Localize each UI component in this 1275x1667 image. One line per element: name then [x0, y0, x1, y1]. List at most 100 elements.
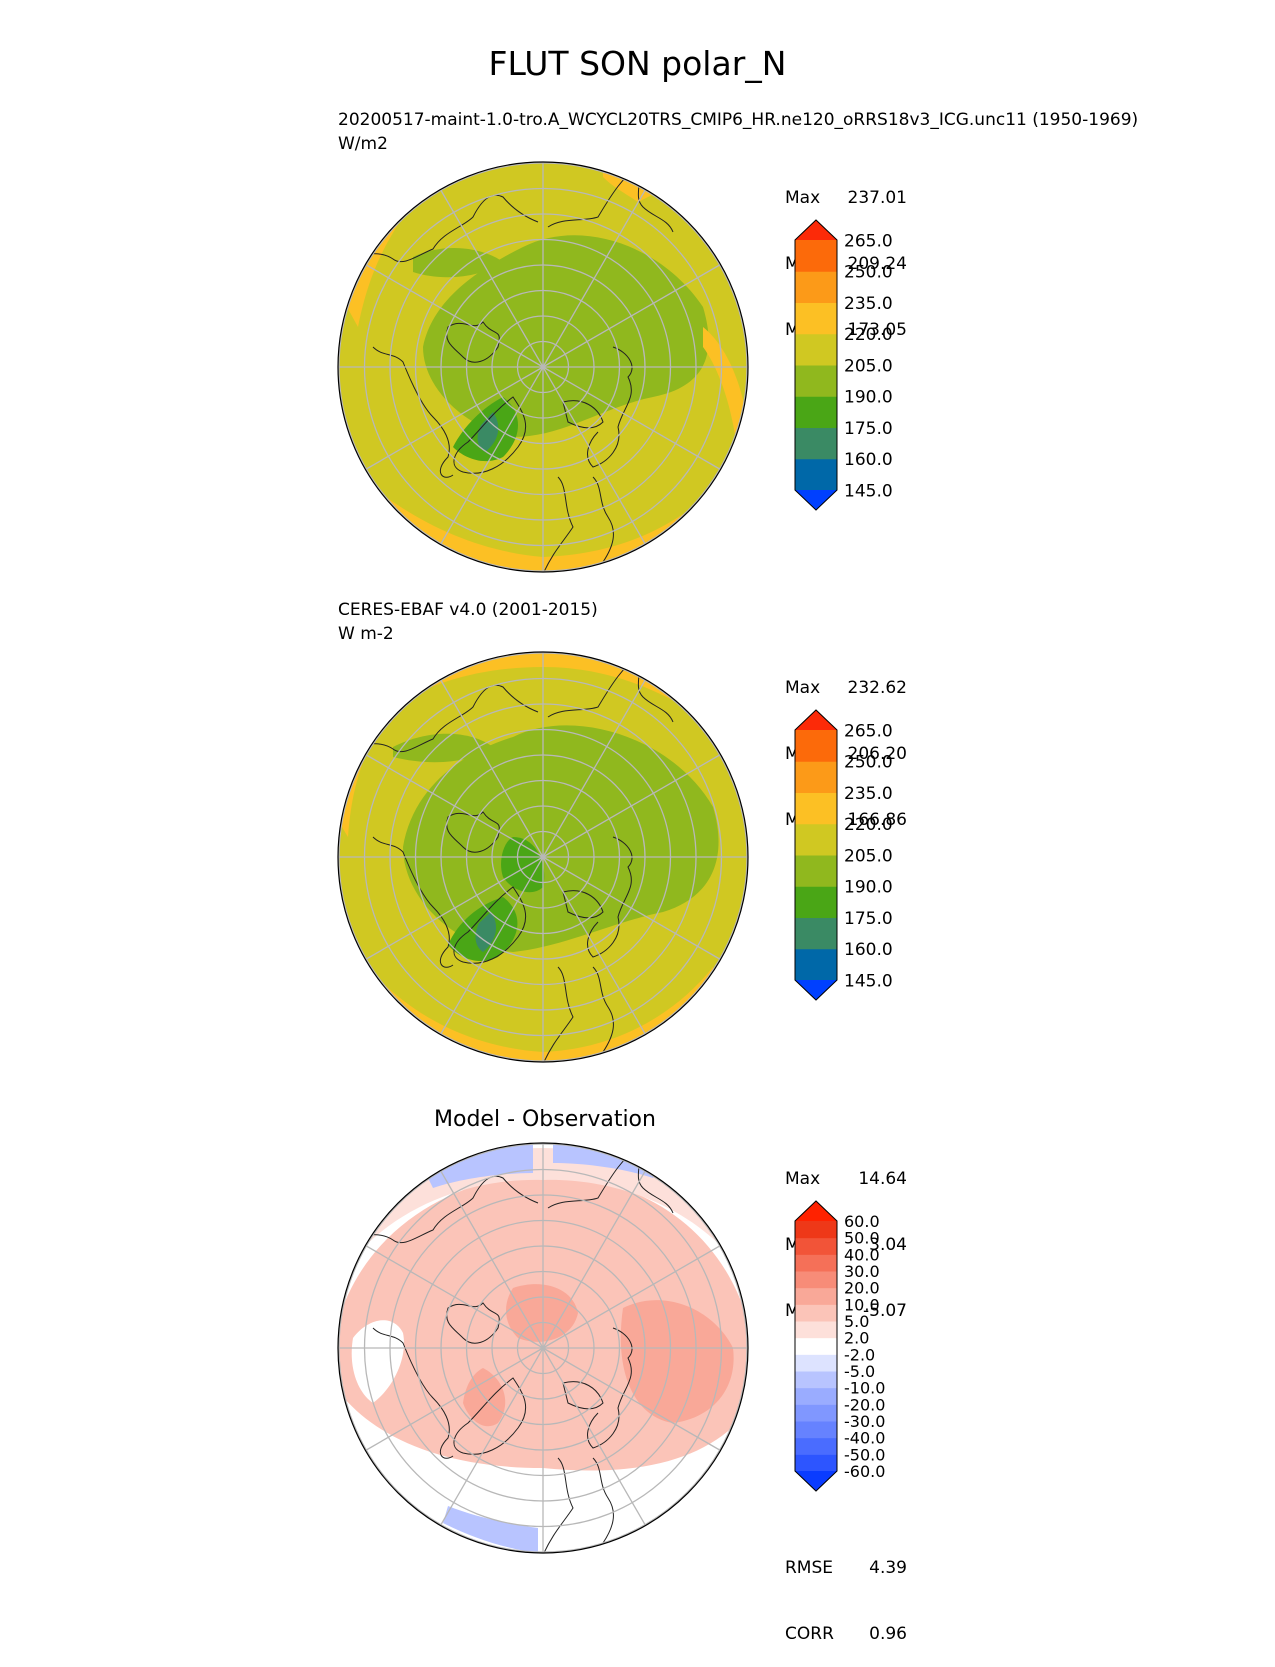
meridian-line — [542, 1244, 721, 1349]
colorbar-extend-max — [795, 220, 837, 240]
colorbar-segment — [795, 1221, 837, 1239]
meridian-line — [365, 753, 544, 858]
coastline-3 — [372, 1327, 454, 1459]
map-boundary — [337, 1142, 749, 1554]
coastline-0 — [342, 194, 539, 263]
min-value: 173.05 — [847, 320, 907, 340]
colorbar-segment — [795, 365, 837, 397]
panel2-title: CERES-EBAF v4.0 (2001-2015) — [338, 600, 598, 620]
colorbar-tick-label: 5.0 — [844, 1312, 869, 1331]
coastline-2 — [707, 1188, 734, 1209]
meridian-line — [365, 856, 544, 961]
max-value: 237.01 — [847, 188, 907, 208]
meridian-line — [439, 1347, 544, 1526]
meridian-line — [365, 1347, 544, 1452]
corr-label: CORR — [785, 1624, 834, 1644]
colorbar-segment — [795, 1454, 837, 1472]
max-value: 14.64 — [858, 1169, 907, 1189]
colorbar-tick-label: -5.0 — [844, 1362, 875, 1381]
colorbar-segment — [795, 1337, 837, 1355]
meridian-line — [439, 189, 544, 368]
meridian-line — [542, 753, 721, 858]
colorbar-segment — [795, 1437, 837, 1455]
colorbar-tick-label: 175.0 — [844, 419, 893, 439]
panel3-colorbar: -60.0-50.0-40.0-30.0-20.0-10.0-5.0-2.02.… — [794, 1200, 885, 1492]
meridian-line — [365, 1244, 544, 1349]
colorbar-segment — [795, 1254, 837, 1272]
colorbar-tick-label: 160.0 — [844, 940, 893, 960]
colorbar-tick-label: 175.0 — [844, 909, 893, 929]
coastline-9 — [592, 1457, 614, 1544]
coastline-4 — [446, 321, 500, 363]
corr-value: 0.96 — [869, 1624, 907, 1644]
coastline-3 — [372, 346, 454, 478]
coastline-8 — [542, 966, 574, 1062]
meridian-line — [542, 366, 647, 545]
mean-value: 206.20 — [847, 744, 907, 764]
map-boundary — [337, 651, 749, 1063]
field-region-8 — [553, 1143, 663, 1178]
meridian-line — [542, 263, 721, 368]
field-region-3 — [506, 1284, 578, 1342]
colorbar-tick-label: -30.0 — [844, 1412, 885, 1431]
meridian-line — [439, 366, 544, 545]
colorbar-tick-label: 10.0 — [844, 1295, 880, 1314]
colorbar-tick-label: 160.0 — [844, 450, 893, 470]
colorbar-segment — [795, 458, 837, 491]
meridian-line — [542, 1347, 647, 1526]
colorbar-extend-max — [795, 710, 837, 730]
coastline-5 — [453, 396, 527, 474]
min-value: -5.07 — [863, 1301, 907, 1321]
colorbar-segment — [795, 333, 837, 366]
colorbar-tick-label: 145.0 — [844, 972, 893, 992]
max-label: Max — [785, 678, 821, 698]
coastline-2 — [707, 697, 734, 718]
colorbar-segment — [795, 730, 837, 762]
colorbar-tick-label: 40.0 — [844, 1245, 880, 1264]
meridian-line — [439, 679, 544, 858]
colorbar-segment — [795, 823, 837, 856]
meridian-line — [439, 856, 544, 1035]
coastline-8 — [542, 476, 574, 572]
colorbar-tick-label: 50.0 — [844, 1229, 880, 1248]
meridian-line — [365, 263, 544, 368]
coastline-4 — [446, 1302, 500, 1344]
coastline-4 — [446, 811, 500, 853]
colorbar-outline — [794, 709, 838, 1001]
panel1-title: 20200517-maint-1.0-tro.A_WCYCL20TRS_CMIP… — [338, 110, 1139, 130]
rmse-value: 4.39 — [869, 1558, 907, 1578]
colorbar-tick-label: 30.0 — [844, 1262, 880, 1281]
colorbar-segment — [795, 1387, 837, 1405]
panel1-polar-map — [337, 161, 749, 573]
meridian-line — [542, 679, 647, 858]
panel2-colorbar: 145.0 160.0 175.0 190.0 205.0 220.0 235.0 250.0… — [794, 709, 893, 1001]
colorbar-segment — [795, 396, 837, 428]
colorbar-outline — [794, 1200, 838, 1492]
field-region-9 — [443, 1506, 538, 1553]
rmse-label: RMSE — [785, 1558, 834, 1578]
colorbar-segment — [795, 792, 837, 825]
colorbar-segment — [795, 1404, 837, 1422]
colorbar-extend-min — [795, 980, 837, 1000]
panel2-units: W m-2 — [338, 624, 394, 644]
panel1-colorbar: 145.0 160.0 175.0 190.0 205.0 220.0 235.0 250.0… — [794, 219, 893, 511]
meridian-line — [365, 366, 544, 471]
coastline-2 — [707, 207, 734, 228]
colorbar-tick-label: 250.0 — [844, 753, 893, 773]
coastline-0 — [342, 1175, 539, 1244]
colorbar-tick-label: 190.0 — [844, 388, 893, 408]
colorbar-segment — [795, 1354, 837, 1372]
colorbar-tick-label: -2.0 — [844, 1345, 875, 1364]
coastline-9 — [592, 966, 614, 1053]
colorbar-tick-label: 205.0 — [844, 847, 893, 867]
colorbar-segment — [795, 1271, 837, 1289]
colorbar-segment — [795, 917, 837, 950]
colorbar-tick-label: -50.0 — [844, 1445, 885, 1464]
colorbar-tick-label: 60.0 — [844, 1212, 880, 1231]
coastline-5 — [453, 1377, 527, 1455]
colorbar-tick-label: -40.0 — [844, 1429, 885, 1448]
coastline-0 — [342, 684, 539, 753]
colorbar-segment — [795, 886, 837, 918]
colorbar-segment — [795, 948, 837, 981]
colorbar-segment — [795, 1421, 837, 1439]
